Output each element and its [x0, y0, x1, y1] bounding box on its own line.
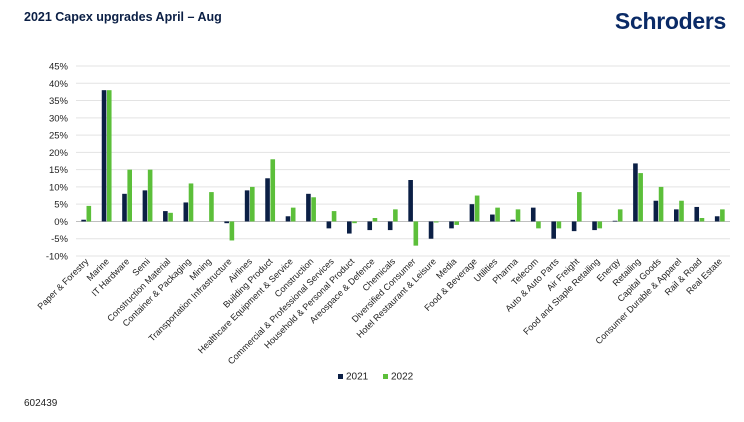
- bar-2022-22: [536, 221, 541, 229]
- bar-2021-23: [551, 221, 556, 239]
- bar-2022-5: [188, 183, 194, 222]
- bar-2022-0: [86, 205, 92, 222]
- bar-2021-26: [612, 220, 618, 222]
- bar-2021-8: [244, 190, 250, 222]
- document-code: 602439: [24, 398, 58, 409]
- y-tick-label: 20%: [49, 148, 69, 159]
- y-tick-label: 40%: [49, 79, 69, 90]
- bar-2021-27: [633, 163, 638, 222]
- bar-2021-21: [510, 219, 516, 222]
- bars: [81, 90, 725, 246]
- bar-2022-6: [209, 192, 214, 222]
- bar-2021-24: [571, 221, 577, 232]
- legend: 2021 2022: [338, 372, 414, 383]
- bar-2021-13: [347, 221, 352, 234]
- bar-2021-16: [408, 180, 413, 222]
- y-tick-label: 45%: [49, 62, 69, 73]
- bar-2021-29: [674, 209, 679, 222]
- bar-2021-20: [490, 214, 495, 222]
- bar-2021-28: [653, 200, 659, 222]
- y-tick-label: 10%: [49, 182, 69, 193]
- y-tick-label: -5%: [51, 234, 68, 245]
- x-category-label: Paper & Forestry: [35, 256, 91, 312]
- bar-2022-4: [168, 212, 173, 222]
- y-tick-label: -10%: [46, 252, 69, 263]
- bar-2022-7: [229, 221, 235, 241]
- bar-2022-31: [720, 209, 725, 222]
- bar-2022-27: [638, 173, 643, 222]
- bar-2022-15: [393, 209, 398, 222]
- bar-2022-20: [495, 207, 500, 222]
- gridlines: [76, 65, 730, 257]
- bar-2022-24: [577, 192, 582, 222]
- bar-2022-12: [331, 211, 337, 222]
- bar-2022-3: [147, 169, 153, 222]
- bar-2021-11: [306, 193, 311, 222]
- legend-swatch-2021: [338, 374, 343, 379]
- bar-2022-8: [250, 186, 255, 222]
- y-tick-label: 35%: [49, 96, 69, 107]
- y-tick-label: 30%: [49, 113, 69, 124]
- bar-2021-12: [326, 221, 332, 229]
- bar-2021-30: [694, 206, 700, 222]
- bar-2022-13: [352, 221, 357, 224]
- bar-2021-9: [265, 178, 270, 222]
- bar-2021-2: [122, 193, 127, 222]
- bar-2022-23: [556, 221, 562, 229]
- bar-2021-7: [224, 221, 229, 224]
- bar-2022-28: [658, 186, 664, 222]
- bar-2021-18: [449, 221, 454, 229]
- bar-2022-30: [699, 218, 705, 222]
- bar-2022-1: [106, 90, 112, 222]
- bar-2021-5: [183, 202, 189, 222]
- bar-2022-14: [372, 218, 378, 222]
- bar-2022-19: [474, 195, 480, 222]
- bar-2022-17: [433, 221, 439, 223]
- chart-title: 2021 Capex upgrades April – Aug: [24, 10, 222, 24]
- bar-2021-3: [142, 190, 148, 222]
- bar-2022-18: [454, 221, 459, 225]
- bar-2022-16: [413, 221, 419, 246]
- bar-2022-9: [270, 159, 276, 222]
- y-tick-label: 0%: [54, 217, 68, 228]
- bar-2022-26: [617, 209, 623, 222]
- bar-2021-4: [163, 211, 168, 222]
- bar-2022-29: [679, 200, 684, 222]
- bar-2022-25: [597, 221, 603, 229]
- bar-2021-19: [469, 204, 475, 222]
- bar-2022-10: [290, 207, 296, 222]
- legend-label-2021: 2021: [346, 372, 369, 383]
- bar-2021-17: [428, 221, 434, 239]
- legend-swatch-2022: [383, 374, 388, 379]
- bar-2021-14: [367, 221, 373, 231]
- legend-label-2022: 2022: [391, 372, 414, 383]
- bar-2021-10: [285, 216, 291, 222]
- y-tick-label: 5%: [54, 200, 68, 211]
- bar-2022-21: [515, 209, 521, 222]
- bar-2022-11: [311, 197, 316, 222]
- y-tick-label: 15%: [49, 165, 69, 176]
- bar-2021-31: [714, 216, 720, 222]
- bar-2021-25: [592, 221, 597, 231]
- bar-2021-22: [530, 207, 536, 222]
- schroders-logo: Schroders: [614, 8, 726, 34]
- bar-2021-0: [81, 219, 86, 222]
- y-tick-label: 25%: [49, 131, 69, 142]
- bar-2021-1: [101, 90, 107, 222]
- bar-2022-2: [127, 169, 132, 222]
- y-axis-ticks: -10% -5% 0% 5% 10% 15% 20% 25% 30% 35% 40% 45%: [46, 62, 69, 263]
- bar-2021-15: [387, 221, 393, 231]
